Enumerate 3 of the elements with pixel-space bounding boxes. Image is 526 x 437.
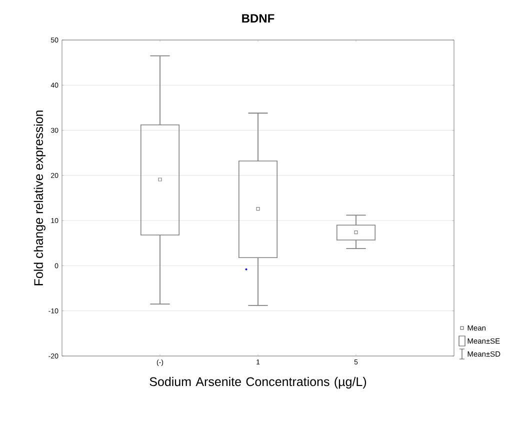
x-axis-title: Sodium Arsenite Concentrations (µg/L) [150,376,366,389]
y-axis-title: Fold change relative expression [34,110,46,286]
chart-title: BDNF [242,14,274,22]
